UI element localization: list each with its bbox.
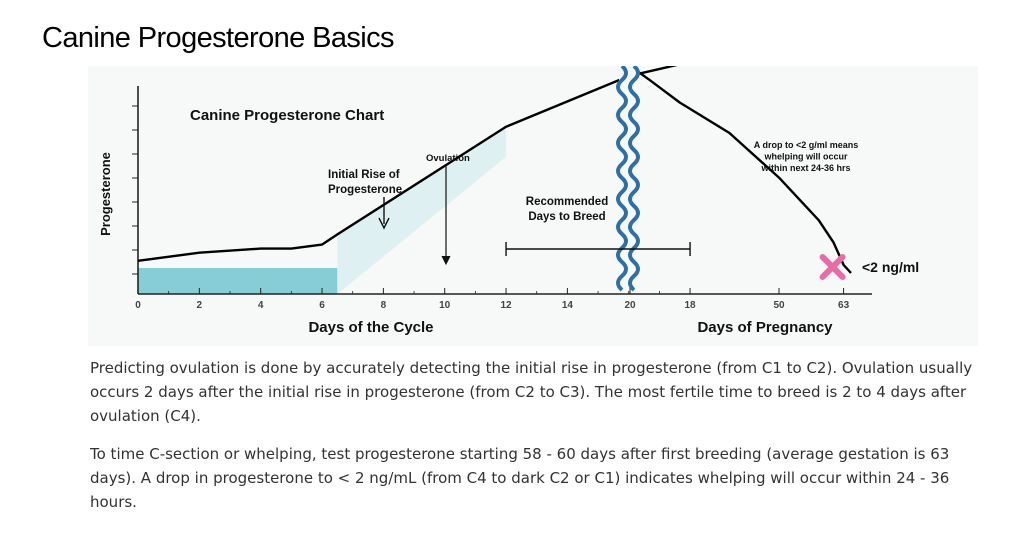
x-axis-label-pregnancy: Days of Pregnancy xyxy=(697,319,833,336)
x-tick-label: 14 xyxy=(562,300,574,311)
chart-title: Canine Progesterone Chart xyxy=(190,107,384,124)
x-tick-label: 8 xyxy=(381,300,387,311)
cycle-curve xyxy=(137,66,678,262)
threshold-label: <2 ng/ml xyxy=(862,259,919,275)
x-tick-label: 50 xyxy=(773,300,785,311)
x-axis-label-cycle: Days of the Cycle xyxy=(308,319,433,336)
break-line xyxy=(628,66,640,292)
progesterone-chart: Progesterone 0 2 4 6 8 10 12 14 18 20 50 63 Days of … xyxy=(88,66,978,346)
x-tick-label: 18 xyxy=(684,300,696,311)
x-tick-label: 12 xyxy=(500,300,512,311)
recommended-label: Recommended xyxy=(526,196,608,208)
chart-canvas: Progesterone 0 2 4 6 8 10 12 14 18 20 50 63 Days of … xyxy=(98,66,919,336)
y-axis-label: Progesterone xyxy=(98,152,113,236)
paragraph-ovulation: Predicting ovulation is done by accurate… xyxy=(90,359,973,425)
x-tick-label: 6 xyxy=(319,300,325,311)
x-tick-label: 63 xyxy=(838,300,850,311)
initial-rise-label: Progesterone xyxy=(328,184,402,196)
rise-band xyxy=(337,126,507,294)
drop-note: whelping will occur xyxy=(763,152,848,162)
ovulation-arrowhead xyxy=(441,255,451,266)
initial-rise-label: Initial Rise of xyxy=(328,169,400,181)
x-tick-label: 20 xyxy=(624,300,636,311)
x-tick-label: 4 xyxy=(258,300,264,311)
x-tick-label: 2 xyxy=(197,300,203,311)
drop-note: A drop to <2 g/ml means xyxy=(754,140,858,150)
break-line xyxy=(616,66,628,292)
threshold-marker xyxy=(819,254,846,280)
page-title: Canine Progesterone Basics xyxy=(42,22,395,54)
drop-note: within next 24-36 hrs xyxy=(760,163,850,173)
initial-rise-arrowhead xyxy=(378,217,390,230)
x-tick-label: 0 xyxy=(135,300,141,311)
x-tick-label: 10 xyxy=(439,300,451,311)
ovulation-label: Ovulation xyxy=(426,153,470,164)
recommended-label: Days to Breed xyxy=(528,211,605,223)
baseline-band xyxy=(138,268,338,294)
paragraph-whelping: To time C-section or whelping, test prog… xyxy=(90,445,950,511)
